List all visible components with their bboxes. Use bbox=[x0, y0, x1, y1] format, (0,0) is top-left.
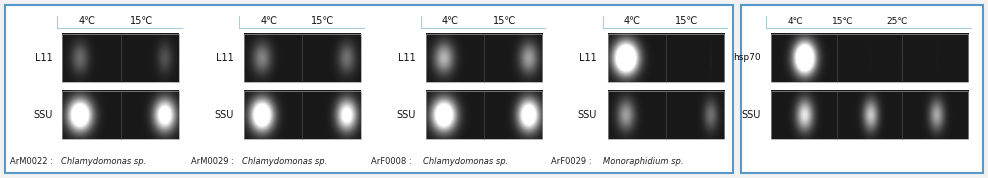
Text: SSU: SSU bbox=[396, 110, 416, 120]
Text: hsp70: hsp70 bbox=[733, 53, 761, 62]
Bar bbox=[741, 5, 983, 173]
Bar bbox=[426, 34, 542, 82]
Text: L11: L11 bbox=[35, 53, 52, 63]
Bar bbox=[426, 91, 542, 139]
Bar bbox=[244, 91, 361, 139]
Text: L11: L11 bbox=[579, 53, 597, 63]
Text: 4℃: 4℃ bbox=[442, 16, 459, 26]
Text: ArF0029 :: ArF0029 : bbox=[551, 158, 595, 166]
Text: SSU: SSU bbox=[214, 110, 234, 120]
Text: SSU: SSU bbox=[33, 110, 52, 120]
Bar bbox=[62, 91, 179, 139]
Text: SSU: SSU bbox=[741, 110, 761, 120]
Text: 4℃: 4℃ bbox=[260, 16, 278, 26]
Text: 25℃: 25℃ bbox=[886, 17, 908, 26]
Text: 15℃: 15℃ bbox=[493, 16, 517, 26]
Text: 4℃: 4℃ bbox=[623, 16, 641, 26]
Text: ArM0022 :: ArM0022 : bbox=[10, 158, 55, 166]
Text: SSU: SSU bbox=[577, 110, 597, 120]
Bar bbox=[771, 91, 968, 139]
Text: 15℃: 15℃ bbox=[311, 16, 335, 26]
Text: Chlamydomonas sp.: Chlamydomonas sp. bbox=[61, 158, 146, 166]
Text: Chlamydomonas sp.: Chlamydomonas sp. bbox=[423, 158, 508, 166]
Bar bbox=[244, 34, 361, 82]
Text: 15℃: 15℃ bbox=[832, 17, 854, 26]
Text: Monoraphidium sp.: Monoraphidium sp. bbox=[603, 158, 683, 166]
Text: 4℃: 4℃ bbox=[787, 17, 803, 26]
Bar bbox=[5, 5, 733, 173]
Bar bbox=[62, 34, 179, 82]
Text: L11: L11 bbox=[398, 53, 416, 63]
Text: ArF0008 :: ArF0008 : bbox=[371, 158, 415, 166]
Bar bbox=[608, 34, 724, 82]
Bar bbox=[771, 34, 968, 82]
Text: Chlamydomonas sp.: Chlamydomonas sp. bbox=[242, 158, 327, 166]
Text: 15℃: 15℃ bbox=[129, 16, 153, 26]
Text: 15℃: 15℃ bbox=[675, 16, 699, 26]
Text: ArM0029 :: ArM0029 : bbox=[191, 158, 236, 166]
Text: 4℃: 4℃ bbox=[78, 16, 96, 26]
Text: L11: L11 bbox=[216, 53, 234, 63]
Bar bbox=[608, 91, 724, 139]
